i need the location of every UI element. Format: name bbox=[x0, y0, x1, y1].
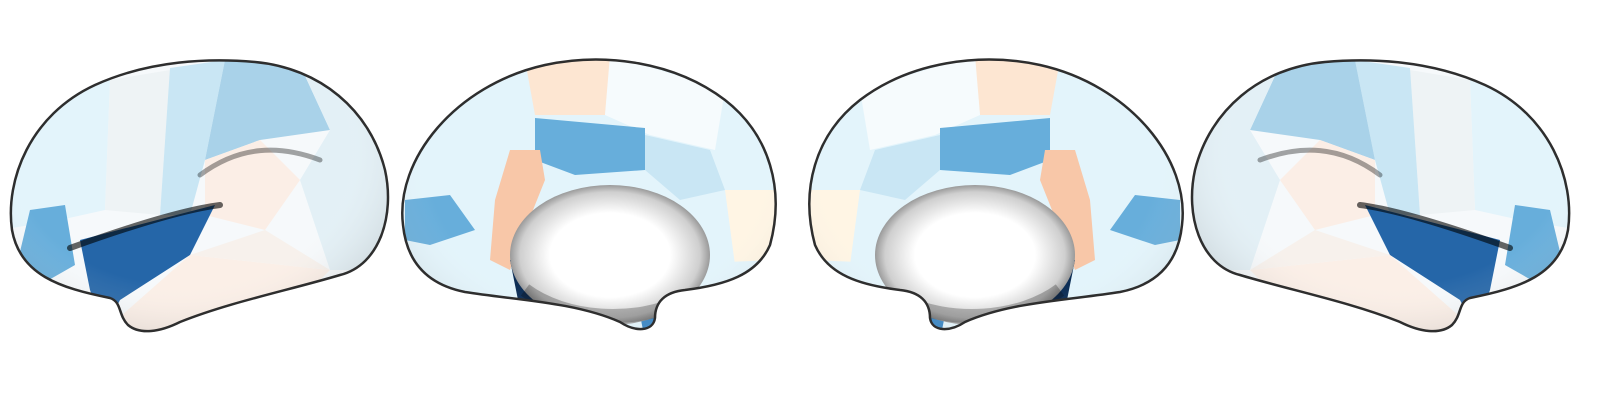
left-lateral-surface bbox=[9, 59, 390, 333]
left-medial-surface bbox=[401, 58, 777, 331]
right-medial-surface bbox=[808, 58, 1184, 331]
left-hemisphere-lateral-view bbox=[0, 40, 400, 360]
right-hemisphere-medial-view bbox=[790, 40, 1190, 360]
right-lateral-surface bbox=[1190, 59, 1571, 333]
left-hemisphere-medial-view bbox=[395, 40, 795, 360]
right-hemisphere-lateral-view bbox=[1180, 40, 1580, 360]
